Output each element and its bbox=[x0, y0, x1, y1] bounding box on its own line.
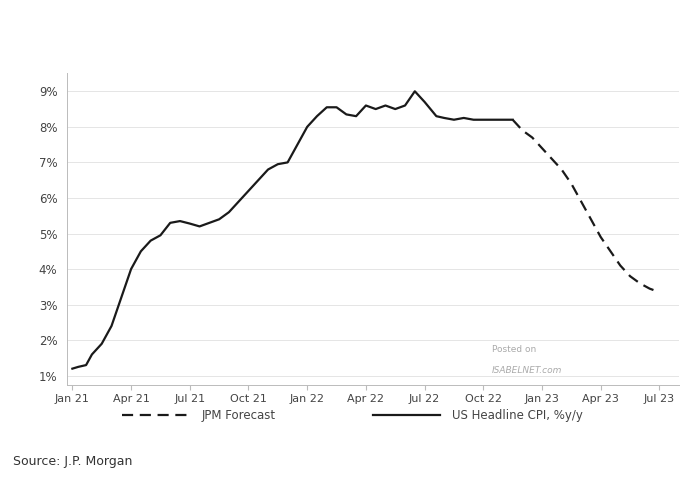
Text: JPM US inflation projections: JPM US inflation projections bbox=[13, 25, 307, 44]
Text: Source: J.P. Morgan: Source: J.P. Morgan bbox=[13, 455, 132, 468]
Text: JPM Forecast: JPM Forecast bbox=[202, 409, 275, 422]
Text: ISABELNET.com: ISABELNET.com bbox=[492, 367, 563, 375]
Text: Posted on: Posted on bbox=[492, 344, 536, 354]
Text: US Headline CPI, %y/y: US Headline CPI, %y/y bbox=[452, 409, 583, 422]
